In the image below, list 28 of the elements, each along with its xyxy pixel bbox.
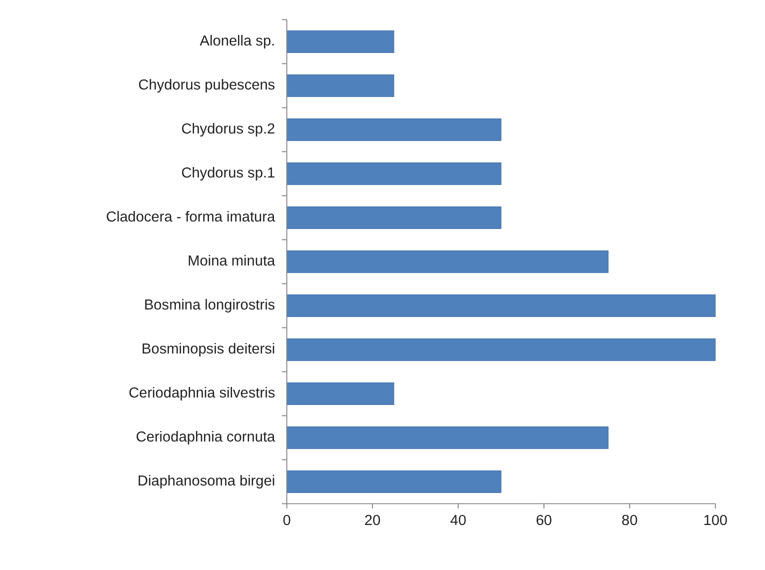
bar [286, 74, 394, 97]
y-tick-label: Alonella sp. [200, 34, 276, 50]
y-tick-label: Bosmina longirostris [144, 298, 276, 314]
bar [286, 338, 716, 361]
bar [286, 470, 502, 493]
y-tick-label: Ceriodaphnia silvestris [128, 386, 276, 402]
bar [286, 118, 502, 141]
bar [286, 382, 394, 405]
y-tick-label: Cladocera - forma imatura [106, 210, 276, 226]
bar [286, 162, 502, 185]
bar [286, 426, 608, 449]
y-tick-label: Diaphanosoma birgei [137, 474, 276, 490]
x-tick-label: 60 [536, 513, 552, 530]
y-tick-label: Chydorus sp.2 [181, 122, 276, 138]
y-tick-label: Ceriodaphnia cornuta [136, 430, 276, 446]
x-tick-label: 40 [450, 513, 466, 530]
x-tick-label: 0 [282, 513, 291, 530]
bar [286, 206, 502, 229]
y-tick-label: Bosminopsis deitersi [142, 342, 276, 358]
x-tick-label: 100 [703, 513, 728, 530]
y-tick-label: Chydorus sp.1 [181, 166, 276, 182]
y-tick-label: Chydorus pubescens [138, 78, 276, 94]
x-tick-label: 80 [622, 513, 638, 530]
y-tick-label: Moina minuta [188, 254, 276, 270]
x-tick-label: 20 [364, 513, 381, 530]
bar [286, 30, 394, 53]
bar [286, 294, 716, 317]
bar [286, 250, 608, 273]
